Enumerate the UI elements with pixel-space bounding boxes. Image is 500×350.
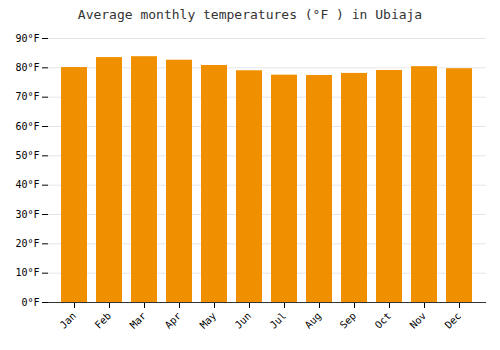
svg-text:90°F: 90°F [15,33,39,44]
svg-text:40°F: 40°F [15,179,39,190]
svg-text:50°F: 50°F [15,150,39,161]
svg-text:May: May [198,310,219,331]
html-text:Average monthly temperatures (: Average monthly temperatures (°F ) in Ub… [77,7,423,22]
svg-text:Apr: Apr [163,310,184,331]
svg-text:60°F: 60°F [15,121,39,132]
svg-text:0°F: 0°F [21,297,39,308]
svg-text:Oct: Oct [373,310,394,331]
svg-text:30°F: 30°F [15,209,39,220]
svg-text:20°F: 20°F [15,238,39,249]
svg-text:80°F: 80°F [15,62,39,73]
svg-text:Dec: Dec [443,310,464,331]
svg-text:Sep: Sep [338,310,359,331]
svg-text:10°F: 10°F [15,267,39,278]
svg-text:Feb: Feb [93,310,114,331]
svg-text:Jun: Jun [233,310,254,331]
svg-text:Jul: Jul [268,310,289,331]
svg-text:Jan: Jan [58,310,79,331]
svg-text:Mar: Mar [128,310,149,331]
svg-text:70°F: 70°F [15,91,39,102]
svg-text:Nov: Nov [408,310,429,331]
svg-text:Aug: Aug [303,310,324,331]
